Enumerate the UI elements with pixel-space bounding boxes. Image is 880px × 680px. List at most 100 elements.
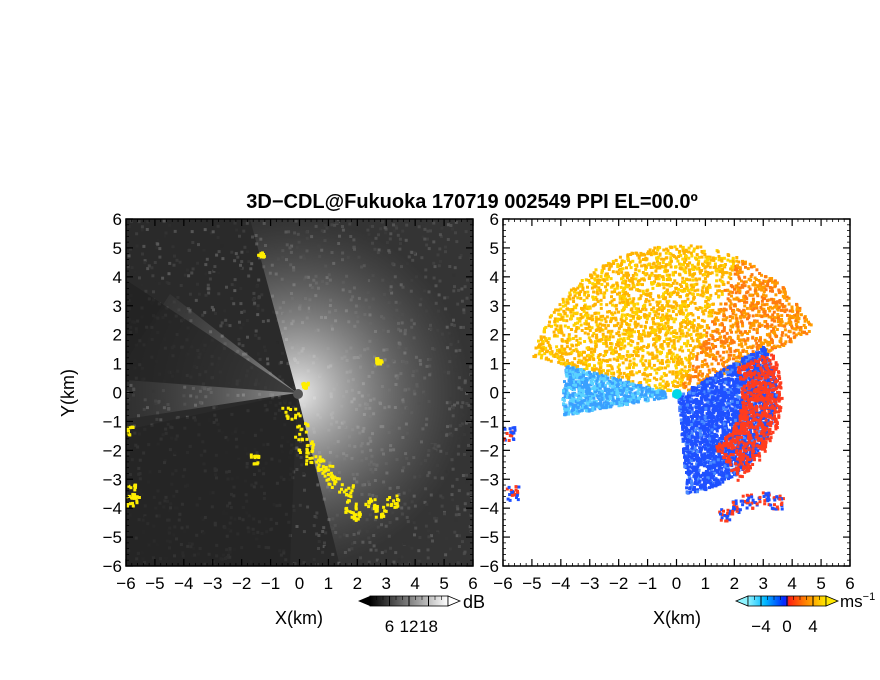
velocity-pixel — [652, 249, 655, 253]
velocity-pixel — [678, 306, 682, 310]
power-high-echo-pixel — [311, 446, 315, 449]
power-noise-pixel — [321, 550, 325, 554]
velocity-pixel — [567, 308, 571, 312]
velocity-pixel — [680, 380, 683, 384]
power-noise-pixel — [317, 534, 321, 537]
power-high-echo-pixel — [340, 483, 344, 487]
power-high-echo-pixel — [296, 425, 300, 429]
velocity-pixel — [622, 339, 626, 343]
power-high-echo-pixel — [328, 482, 332, 486]
velocity-pixel — [602, 342, 606, 345]
velocity-pixel — [720, 290, 724, 293]
velocity-pixel — [610, 351, 614, 355]
velocity-pixel — [766, 351, 770, 355]
velocity-pixel — [783, 328, 787, 332]
velocity-pixel — [639, 310, 643, 313]
velocity-pixel — [756, 302, 760, 305]
velocity-pixel — [622, 307, 626, 310]
power-noise-pixel — [249, 267, 253, 271]
velocity-pixel — [604, 272, 608, 276]
velocity-pixel — [696, 335, 700, 339]
velocity-pixel — [688, 278, 692, 282]
velocity-pixel — [576, 317, 580, 321]
velocity-pixel — [729, 336, 733, 340]
velocity-pixel — [732, 353, 736, 357]
velocity-pixel — [702, 284, 706, 288]
velocity-pixel — [724, 308, 728, 312]
velocity-pixel — [732, 297, 736, 301]
velocity-pixel — [728, 304, 732, 308]
velocity-pixel — [685, 371, 688, 375]
velocity-pixel — [681, 375, 685, 379]
velocity-pixel — [701, 291, 705, 295]
power-high-echo-pixel — [281, 406, 285, 410]
velocity-pixel — [728, 290, 732, 294]
velocity-pixel — [631, 252, 635, 255]
velocity-pixel — [617, 368, 621, 372]
velocity-pixel — [701, 262, 704, 266]
velocity-pixel — [680, 309, 684, 313]
velocity-pixel — [609, 316, 613, 320]
velocity-pixel — [675, 374, 679, 378]
velocity-pixel — [707, 368, 711, 372]
velocity-pixel — [607, 329, 611, 333]
velocity-pixel — [556, 317, 560, 321]
velocity-pixel — [680, 310, 684, 314]
velocity-pixel — [680, 325, 684, 329]
velocity-pixel — [617, 353, 621, 356]
power-noise-pixel — [292, 386, 296, 390]
velocity-pixel — [686, 264, 690, 268]
velocity-pixel — [583, 356, 587, 360]
velocity-pixel — [770, 286, 774, 290]
velocity-pixel — [708, 355, 712, 359]
power-high-echo-pixel — [374, 509, 378, 513]
velocity-pixel — [597, 281, 601, 285]
velocity-pixel — [554, 308, 558, 312]
power-high-echo-pixel — [389, 504, 393, 507]
velocity-pixel — [561, 358, 565, 362]
velocity-pixel — [705, 346, 708, 350]
power-high-echo-pixel — [262, 253, 265, 256]
velocity-pixel — [618, 301, 622, 305]
velocity-pixel — [559, 307, 563, 311]
velocity-pixel — [685, 278, 689, 282]
velocity-pixel — [583, 340, 587, 343]
velocity-pixel — [789, 321, 793, 325]
velocity-pixel — [688, 273, 692, 277]
power-high-echo-pixel — [305, 462, 308, 466]
velocity-pixel — [683, 280, 687, 283]
velocity-pixel — [578, 341, 582, 345]
power-noise-pixel — [239, 302, 243, 306]
power-noise-pixel — [309, 452, 313, 456]
power-high-echo-pixel — [333, 482, 337, 486]
power-high-echo-pixel — [324, 466, 328, 469]
velocity-pixel — [751, 314, 755, 318]
velocity-pixel — [697, 378, 701, 382]
velocity-pixel — [696, 262, 700, 266]
velocity-pixel — [590, 276, 594, 280]
velocity-pixel — [740, 344, 744, 348]
velocity-pixel — [668, 337, 672, 341]
velocity-pixel — [743, 297, 747, 301]
power-noise-pixel — [315, 532, 319, 536]
velocity-pixel — [649, 295, 653, 299]
power-noise-pixel — [250, 262, 254, 266]
velocity-pixel — [643, 263, 647, 267]
velocity-pixel — [637, 269, 641, 273]
velocity-pixel — [735, 256, 739, 259]
velocity-pixel — [629, 266, 633, 270]
velocity-pixel — [658, 361, 662, 365]
x-tick-label: −2 — [232, 574, 251, 593]
velocity-pixel — [678, 283, 682, 287]
velocity-pixel — [575, 349, 579, 353]
velocity-pixel — [660, 366, 664, 370]
velocity-pixel — [628, 297, 632, 301]
velocity-pixel — [656, 350, 660, 354]
velocity-pixel — [615, 286, 619, 290]
velocity-pixel — [588, 306, 592, 310]
velocity-pixel — [576, 343, 580, 346]
velocity-pixel — [794, 333, 798, 337]
velocity-pixel — [740, 312, 744, 316]
velocity-pixel — [773, 305, 777, 309]
velocity-pixel — [716, 338, 720, 341]
